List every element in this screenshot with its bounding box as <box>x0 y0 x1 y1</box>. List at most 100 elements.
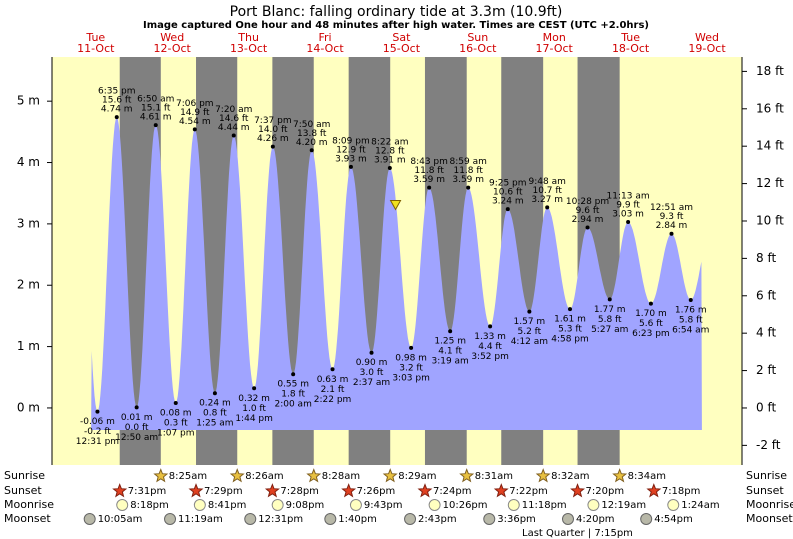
time: 12:31 pm <box>76 437 119 447</box>
moonset-time: 10:05am <box>98 514 143 525</box>
tide-extreme <box>688 297 693 302</box>
sunrise-icon <box>459 468 475 483</box>
height-label: 0.63 m <box>317 375 349 385</box>
tide-area <box>91 117 702 430</box>
moonrise-icon <box>116 499 129 511</box>
tide-extreme <box>527 309 532 314</box>
tide-extreme <box>330 367 335 372</box>
height-label: 3.03 m <box>612 210 644 220</box>
feet-label: 4.4 ft <box>478 342 502 352</box>
tide-extreme <box>173 401 178 406</box>
moonset-icon <box>640 513 653 525</box>
time: 11:13 am <box>607 192 650 202</box>
feet-label: 5.3 ft <box>558 325 582 335</box>
moonset-time: 3:36pm <box>497 514 536 525</box>
tide-extreme <box>607 297 612 302</box>
moonrise-icon <box>349 499 362 511</box>
sunset-icon <box>112 483 128 498</box>
time: 6:23 pm <box>632 329 670 339</box>
sunrise-icon <box>229 468 245 483</box>
feet-label: 10.7 ft <box>532 186 562 196</box>
tide-extreme <box>505 207 510 212</box>
tide-extreme <box>648 301 653 306</box>
day-date: 12-Oct <box>154 42 192 55</box>
day-name: Wed <box>695 31 719 44</box>
day-name: Sat <box>392 31 411 44</box>
feet-label: 4.1 ft <box>438 347 462 357</box>
moonset-time: 4:20pm <box>576 514 615 525</box>
height-label: 3.59 m <box>413 175 445 185</box>
sunrise-icon <box>612 468 628 483</box>
sunrise-time: 8:32am <box>551 471 589 482</box>
feet-label: 2.1 ft <box>321 385 345 395</box>
time: 8:09 pm <box>332 136 370 146</box>
feet-label: 0.8 ft <box>203 409 227 419</box>
day-name: Thu <box>237 31 259 44</box>
height-label: 3.59 m <box>452 175 484 185</box>
height-label: 0.08 m <box>160 409 192 419</box>
time: 7:50 am <box>293 120 330 130</box>
feet-label: 9.9 ft <box>616 201 640 211</box>
time: 8:43 pm <box>410 157 448 167</box>
time: 2:22 pm <box>314 395 352 405</box>
feet-label: 3.0 ft <box>360 368 384 378</box>
day-name: Mon <box>543 31 566 44</box>
time: 3:03 pm <box>392 373 430 383</box>
sunrise-time: 8:25am <box>169 471 207 482</box>
row-label: Moonset <box>4 512 51 525</box>
time: 2:00 am <box>274 400 311 410</box>
feet-label: 1.8 ft <box>281 390 305 400</box>
height-label: 3.93 m <box>335 154 367 164</box>
row-label: Sunrise <box>4 469 45 482</box>
moonrise-icon <box>193 499 206 511</box>
time: 12:51 am <box>650 203 693 213</box>
sunset-icon <box>417 483 433 498</box>
feet-label: 1.0 ft <box>242 404 266 414</box>
sunset-time: 7:26pm <box>357 486 396 497</box>
time: 7:06 pm <box>176 99 214 109</box>
feet-label: 5.6 ft <box>639 319 663 329</box>
feet-label: 0.3 ft <box>164 419 188 429</box>
day-name: Tue <box>85 31 105 44</box>
feet-label: 0.0 ft <box>125 423 149 433</box>
y2-tick-label: 6 ft <box>756 288 776 302</box>
height-label: 0.98 m <box>395 353 427 363</box>
feet-label: 3.2 ft <box>399 363 423 373</box>
moonrise-icon <box>271 499 284 511</box>
sunset-time: 7:20pm <box>586 486 625 497</box>
sunset-time: 7:22pm <box>509 486 548 497</box>
y-tick-label: 5 m <box>17 94 40 108</box>
tide-extreme <box>488 324 493 329</box>
time: 12:50 am <box>115 433 158 443</box>
tide-extreme <box>212 391 217 396</box>
row-label: Sunset <box>4 484 42 497</box>
tide-extreme <box>626 220 631 225</box>
y-tick-label: 3 m <box>17 216 40 230</box>
time: 7:20 am <box>215 105 252 115</box>
time: 1:44 pm <box>235 414 273 424</box>
height-label: 1.70 m <box>635 309 667 319</box>
height-label: 4.61 m <box>140 113 172 123</box>
sunset-icon <box>188 483 204 498</box>
day-name: Wed <box>160 31 184 44</box>
height-label: 0.55 m <box>277 380 309 390</box>
moonset-time: 4:54pm <box>654 514 693 525</box>
y-tick-label: 1 m <box>17 339 40 353</box>
feet-label: 13.8 ft <box>297 129 327 139</box>
time: 1:07 pm <box>157 429 195 439</box>
time: 7:37 pm <box>254 116 292 126</box>
feet-label: 15.1 ft <box>141 104 171 114</box>
height-label: 3.91 m <box>374 156 406 166</box>
time: 6:35 pm <box>98 87 136 97</box>
tide-extreme <box>545 205 550 210</box>
moonset-icon <box>483 513 496 525</box>
y2-tick-label: 4 ft <box>756 326 776 340</box>
height-label: 0.01 m <box>121 413 153 423</box>
day-name: Tue <box>620 31 640 44</box>
height-label: 1.57 m <box>514 317 546 327</box>
time: 9:25 pm <box>489 179 527 189</box>
height-label: 4.20 m <box>296 138 328 148</box>
moonrise-icon <box>667 499 680 511</box>
feet-label: 10.6 ft <box>493 188 523 198</box>
feet-label: -0.2 ft <box>84 427 111 437</box>
